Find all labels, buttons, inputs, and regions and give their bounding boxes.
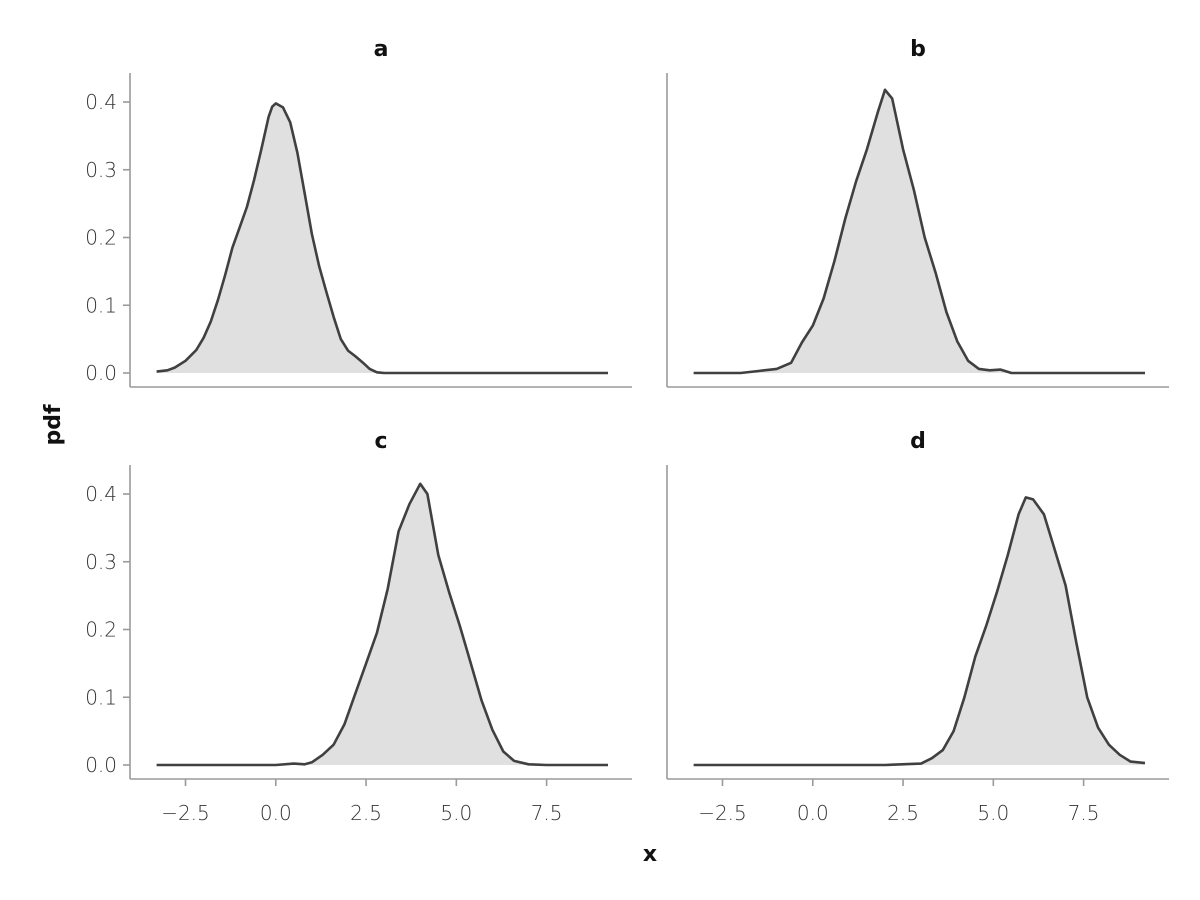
- x-tick-label: −2.5: [698, 801, 747, 825]
- x-tick-label: 0.0: [797, 801, 829, 825]
- x-tick-label: 2.5: [350, 801, 382, 825]
- y-tick-label: 0.4: [85, 90, 117, 114]
- panel-d: −2.5 0.0 2.5 5.0 7.5 d: [666, 429, 1169, 825]
- y-tick-label: 0.1: [85, 293, 117, 317]
- density-area-a: [156, 103, 608, 374]
- x-tick-label: 0.0: [260, 801, 292, 825]
- y-tick-label: 0.1: [85, 685, 117, 709]
- panel-title: b: [910, 37, 926, 62]
- density-area-c: [156, 483, 608, 765]
- y-axis-title: pdf: [41, 404, 66, 445]
- panel-title: a: [374, 37, 389, 62]
- y-tick-label: 0.0: [85, 753, 117, 777]
- x-axis-title: x: [643, 842, 657, 867]
- y-tick-label: 0.3: [85, 158, 117, 182]
- density-line-b: [693, 88, 1145, 375]
- density-line-c: [156, 482, 608, 767]
- density-line-d: [693, 496, 1146, 767]
- x-tick-label: 5.0: [977, 801, 1009, 825]
- x-tick-label: 5.0: [440, 801, 472, 825]
- y-tick-label: 0.3: [85, 550, 117, 574]
- panels-group: 0.0 0.1 0.2 0.3 0.4 a b 0.0 0.1 0.2 0.3 0.4 −2.5 0.0 2…: [85, 37, 1169, 825]
- y-tick-label: 0.2: [85, 226, 117, 250]
- panel-title: d: [910, 429, 926, 454]
- y-tick-label: 0.2: [85, 618, 117, 642]
- panel-c: 0.0 0.1 0.2 0.3 0.4 −2.5 0.0 2.5 5.0 7.5 c: [85, 429, 632, 825]
- x-tick-label: 7.5: [1068, 801, 1100, 825]
- y-tick-label: 0.4: [85, 482, 117, 506]
- panel-a: 0.0 0.1 0.2 0.3 0.4 a: [85, 37, 632, 388]
- x-tick-label: −2.5: [161, 801, 210, 825]
- density-line-a: [156, 102, 608, 375]
- y-tick-label: 0.0: [85, 361, 117, 385]
- density-area-b: [693, 89, 1145, 374]
- density-area-d: [693, 497, 1145, 765]
- x-tick-label: 7.5: [531, 801, 563, 825]
- x-tick-label: 2.5: [887, 801, 919, 825]
- panel-b: b: [666, 37, 1169, 388]
- panel-title: c: [374, 429, 387, 454]
